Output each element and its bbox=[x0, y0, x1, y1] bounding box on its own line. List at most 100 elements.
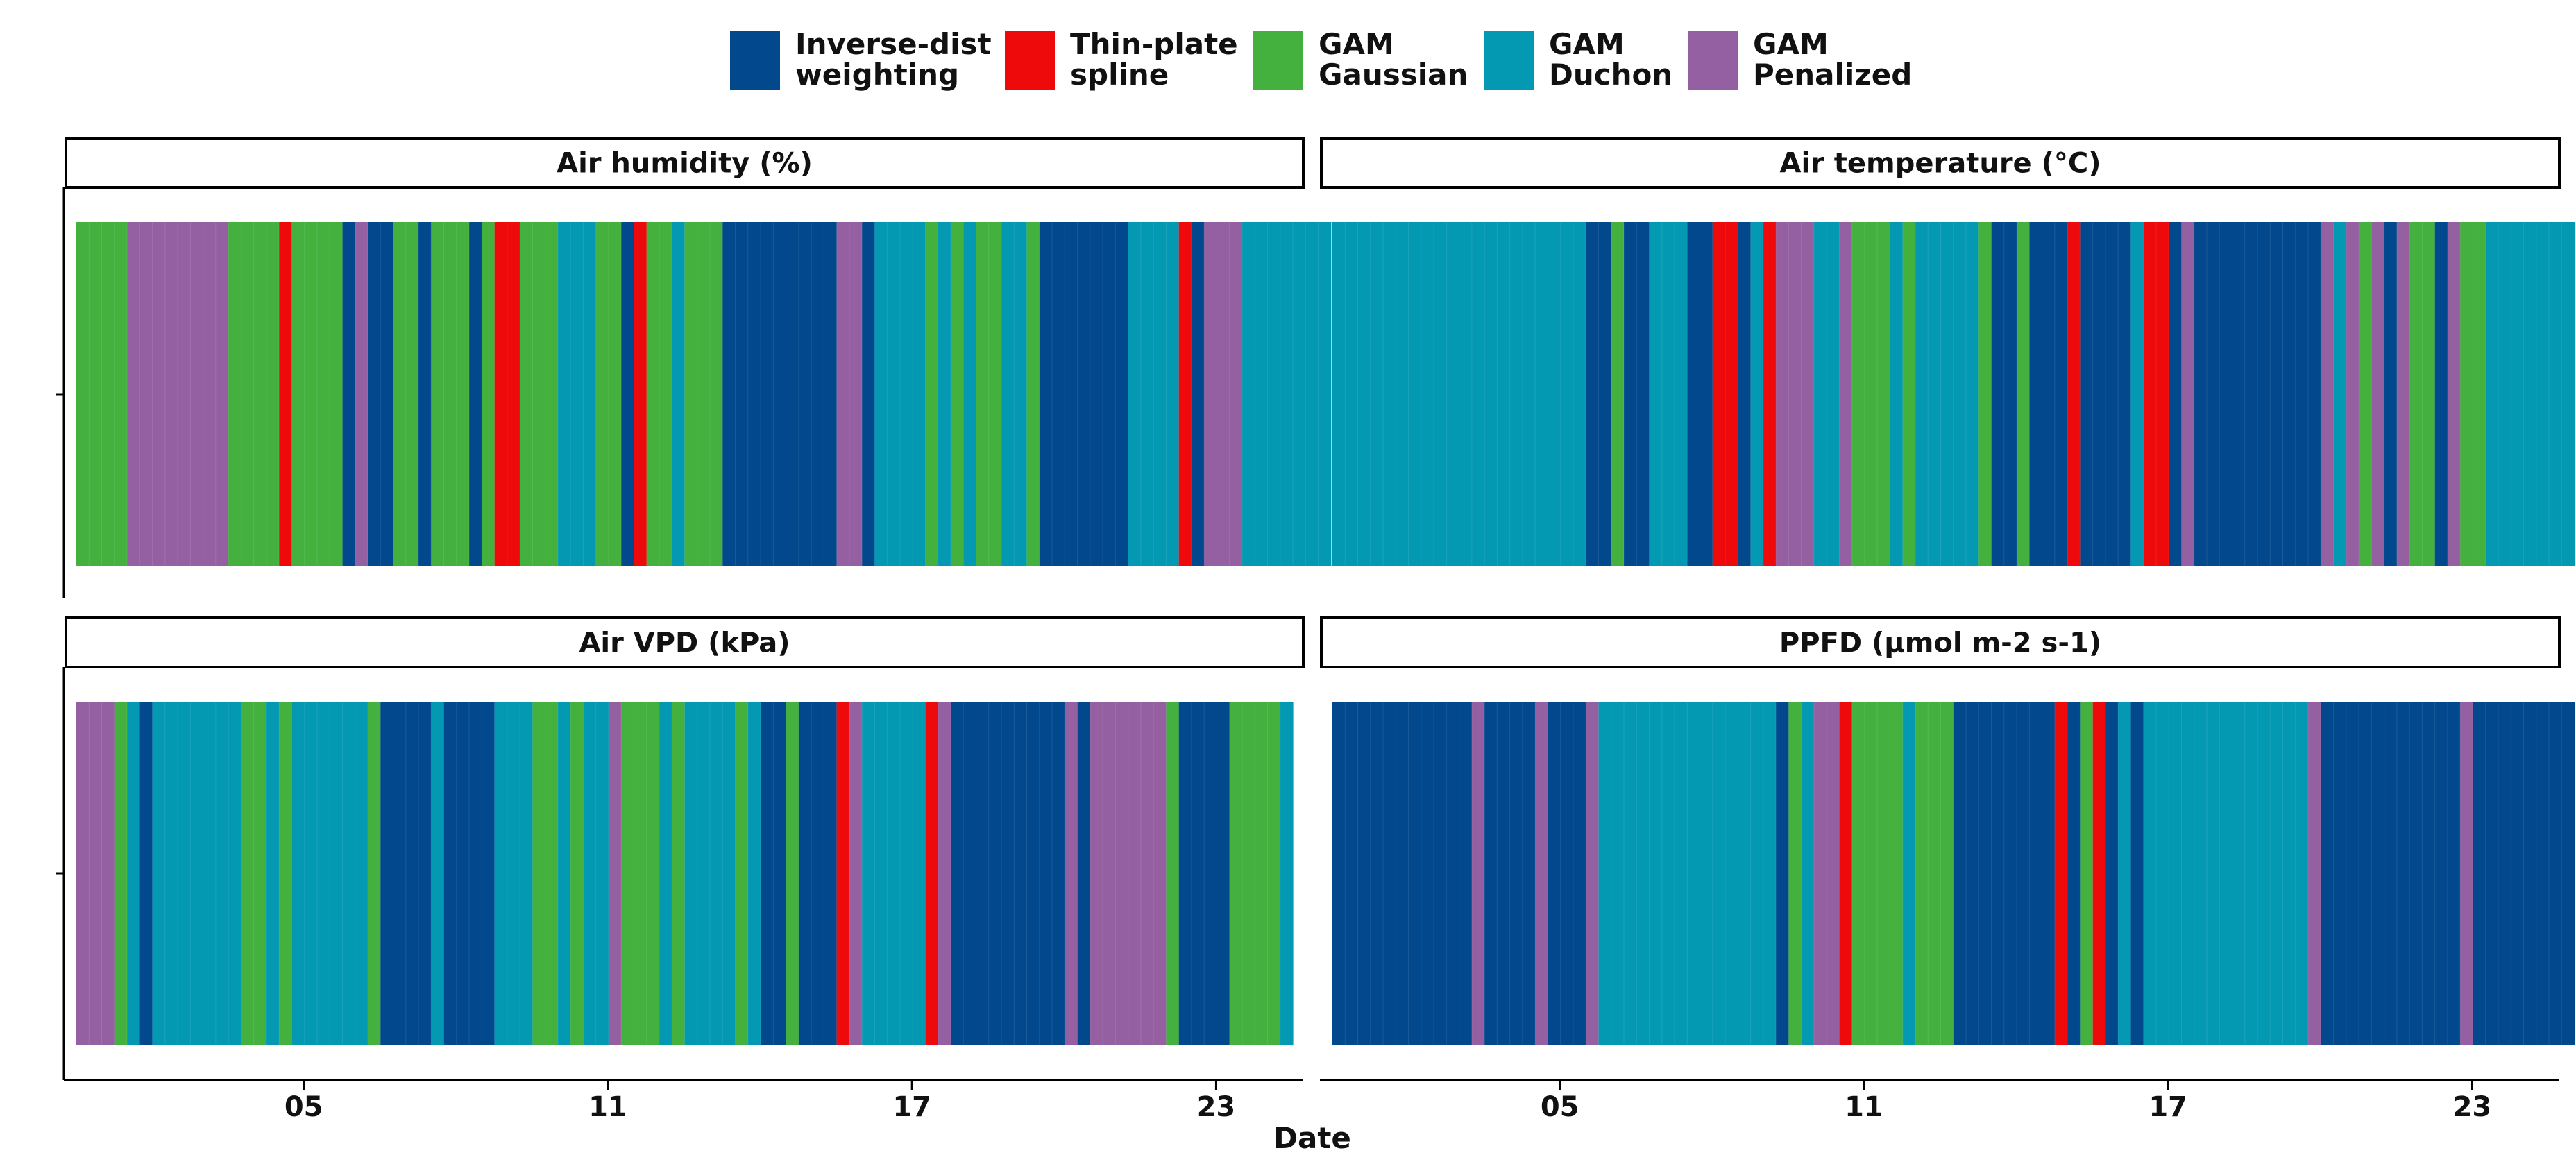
heatmap-tile bbox=[545, 222, 559, 566]
heatmap-tile bbox=[963, 702, 977, 1045]
heatmap-tile bbox=[1166, 702, 1180, 1045]
heatmap-tile bbox=[1242, 222, 1255, 566]
heatmap-tile bbox=[2232, 702, 2246, 1045]
heatmap-tile bbox=[2536, 222, 2550, 566]
heatmap-tile bbox=[583, 222, 597, 566]
heatmap-tile bbox=[773, 702, 787, 1045]
heatmap-tile bbox=[798, 222, 812, 566]
heatmap-tile bbox=[469, 222, 482, 566]
heatmap-tile bbox=[1675, 702, 1688, 1045]
heatmap-tile bbox=[2346, 222, 2359, 566]
heatmap-tile bbox=[2359, 702, 2372, 1045]
heatmap-tile bbox=[634, 222, 647, 566]
heatmap-tile bbox=[976, 702, 990, 1045]
heatmap-tile bbox=[203, 702, 217, 1045]
heatmap-tile bbox=[494, 222, 508, 566]
heatmap-tile bbox=[1039, 702, 1053, 1045]
heatmap-tile bbox=[2308, 222, 2321, 566]
heatmap-tile bbox=[1255, 702, 1269, 1045]
heatmap-tile bbox=[190, 702, 204, 1045]
heatmap-tile bbox=[1864, 702, 1878, 1045]
heatmap-tile bbox=[1077, 222, 1091, 566]
heatmap-tile bbox=[1675, 222, 1688, 566]
heatmap-tile bbox=[1915, 222, 1929, 566]
heatmap-tile bbox=[418, 702, 432, 1045]
heatmap-tile bbox=[811, 222, 824, 566]
heatmap-tile bbox=[76, 702, 90, 1045]
heatmap-tile bbox=[1153, 222, 1167, 566]
heatmap-tile bbox=[1522, 222, 1536, 566]
heatmap-tile bbox=[1966, 222, 1979, 566]
heatmap-tile bbox=[2561, 702, 2575, 1045]
heatmap-tile bbox=[355, 702, 368, 1045]
heatmap-tile bbox=[1725, 222, 1738, 566]
heatmap-tile bbox=[1839, 222, 1853, 566]
heatmap-tile bbox=[2498, 222, 2511, 566]
heatmap-tile bbox=[342, 702, 356, 1045]
x-axis-title: Date bbox=[1273, 1121, 1351, 1155]
heatmap-tile bbox=[1788, 702, 1802, 1045]
heatmap-tile bbox=[2447, 702, 2461, 1045]
heatmap-tile bbox=[494, 702, 508, 1045]
heatmap-tile bbox=[2042, 702, 2056, 1045]
heatmap-tile bbox=[2257, 702, 2271, 1045]
heatmap-tile bbox=[2384, 702, 2398, 1045]
heatmap-tile bbox=[1128, 702, 1142, 1045]
heatmap-tile bbox=[443, 702, 457, 1045]
heatmap-tile bbox=[1636, 222, 1650, 566]
heatmap-tile bbox=[456, 702, 470, 1045]
heatmap-tile bbox=[735, 702, 749, 1045]
heatmap-tile bbox=[178, 222, 191, 566]
heatmap-tile bbox=[1991, 222, 2005, 566]
heatmap-tile bbox=[1623, 702, 1637, 1045]
heatmap-tile bbox=[1509, 222, 1523, 566]
heatmap-tile bbox=[316, 222, 330, 566]
heatmap-tile bbox=[2067, 702, 2081, 1045]
heatmap-tile bbox=[393, 222, 407, 566]
legend-label: spline bbox=[1070, 58, 1169, 92]
heatmap-tile bbox=[2460, 702, 2474, 1045]
heatmap-tile bbox=[1776, 702, 1789, 1045]
heatmap-tile bbox=[1940, 222, 1954, 566]
legend-swatch bbox=[730, 31, 780, 90]
facet-title: Air VPD (kPa) bbox=[579, 627, 790, 659]
legend-label: weighting bbox=[795, 58, 959, 92]
heatmap-tile bbox=[2308, 702, 2321, 1045]
facet-panel: Air VPD (kPa) bbox=[65, 616, 1305, 1045]
legend-swatch bbox=[1005, 31, 1055, 90]
x-tick-label: 23 bbox=[2453, 1091, 2492, 1123]
x-tick-label: 17 bbox=[892, 1091, 931, 1123]
legend-swatch bbox=[1688, 31, 1738, 90]
facet-panel: Air temperature (°C) bbox=[1320, 137, 2575, 566]
heatmap-tile bbox=[2105, 702, 2119, 1045]
heatmap-tile bbox=[2485, 702, 2499, 1045]
heatmap-tile bbox=[1560, 222, 1574, 566]
heatmap-tile bbox=[1573, 702, 1586, 1045]
heatmap-tile bbox=[1953, 222, 1967, 566]
heatmap-tile bbox=[913, 702, 926, 1045]
heatmap-tile bbox=[2118, 702, 2132, 1045]
heatmap-tile bbox=[1522, 702, 1536, 1045]
heatmap-tile bbox=[849, 702, 863, 1045]
heatmap-tile bbox=[253, 702, 267, 1045]
heatmap-tile bbox=[710, 222, 723, 566]
heatmap-tile bbox=[380, 702, 394, 1045]
heatmap-tile bbox=[2359, 222, 2372, 566]
heatmap-tile bbox=[2105, 222, 2119, 566]
heatmap-tile bbox=[1611, 702, 1625, 1045]
heatmap-tile bbox=[988, 222, 1002, 566]
heatmap-tile bbox=[127, 222, 140, 566]
heatmap-tile bbox=[1255, 222, 1269, 566]
heatmap-tile bbox=[1267, 702, 1281, 1045]
heatmap-tile bbox=[2194, 702, 2208, 1045]
heatmap-tile bbox=[836, 702, 850, 1045]
facet-strip bbox=[1320, 137, 2561, 189]
facet-strip bbox=[1320, 616, 2561, 668]
heatmap-tile bbox=[342, 222, 356, 566]
heatmap-tile bbox=[874, 222, 888, 566]
heatmap-tile bbox=[621, 702, 635, 1045]
heatmap-tile bbox=[1280, 222, 1294, 566]
heatmap-tile bbox=[152, 702, 166, 1045]
facet-title: PPFD (µmol m-2 s-1) bbox=[1779, 627, 2101, 659]
